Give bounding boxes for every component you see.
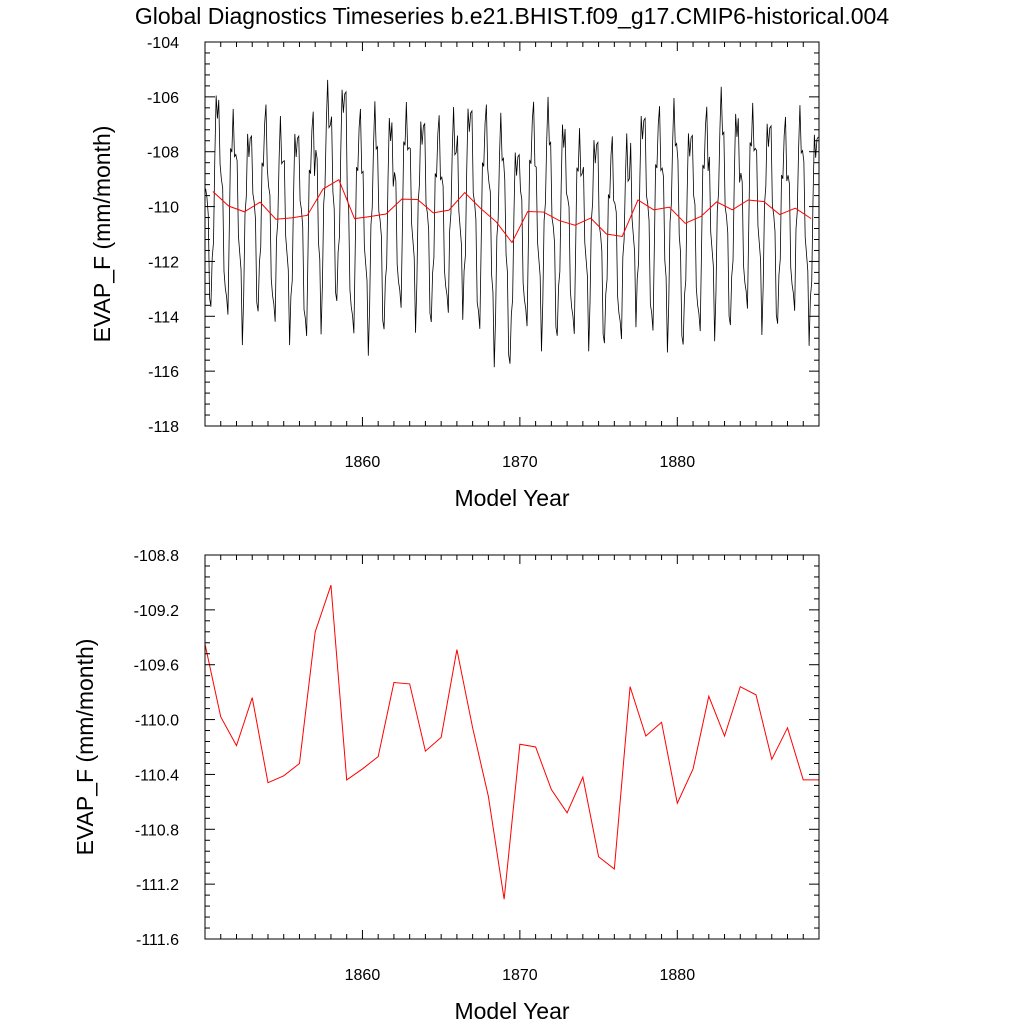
y-tick-label: -108.8: [134, 548, 179, 565]
y-tick-label: -109.6: [134, 658, 179, 675]
y-tick-label: -110.4: [135, 767, 179, 784]
x-tick-label: 1870: [502, 967, 538, 984]
plot-frame: [204, 41, 820, 427]
y-tick-label: -106: [147, 90, 179, 107]
y-tick-label: -118: [148, 419, 179, 436]
y-tick-label: -110.8: [135, 822, 179, 839]
x-axis-label: Model Year: [454, 485, 569, 511]
y-tick-label: -114: [148, 309, 179, 326]
y-axis-label: EVAP_F (mm/month): [72, 639, 98, 856]
y-axis-label: EVAP_F (mm/month): [89, 126, 115, 343]
y-tick-label: -111.6: [136, 932, 179, 949]
x-tick-label: 1880: [660, 967, 696, 984]
y-tick-label: -116: [148, 364, 179, 381]
y-tick-label: -112: [148, 254, 179, 271]
x-tick-label: 1860: [345, 454, 381, 471]
annual-mean-series-line: [205, 585, 819, 900]
y-tick-label: -108: [147, 145, 179, 162]
x-tick-label: 1870: [502, 454, 538, 471]
y-tick-label: -110: [148, 200, 179, 217]
bottom-panel: 1860 1870 1880 -111.6 -111.2 -110.8 -110.4 -110…: [72, 548, 820, 1024]
x-tick-label: 1880: [660, 454, 696, 471]
y-tick-label: -111.2: [136, 877, 179, 894]
monthly-series-line: [205, 79, 819, 368]
plot-frame: [204, 554, 820, 940]
y-tick-label: -109.2: [134, 603, 179, 620]
x-tick-label: 1860: [345, 967, 381, 984]
y-tick-label: -104: [147, 35, 179, 52]
y-tick-label: -110.0: [135, 713, 179, 730]
annual-mean-series-line: [212, 178, 812, 244]
top-panel: 1860 1870 1880 -118 -116 -114 -112 -110 -108 -106…: [89, 35, 820, 511]
x-axis-label: Model Year: [454, 998, 569, 1024]
figure-title: Global Diagnostics Timeseries b.e21.BHIS…: [135, 3, 889, 29]
